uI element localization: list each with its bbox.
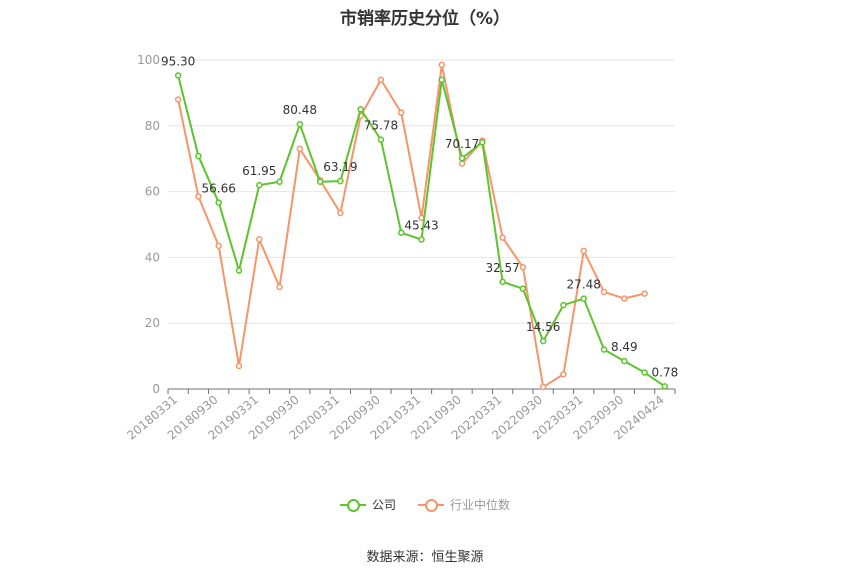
industry-point (195, 193, 202, 200)
data-label: 14.56 (526, 320, 560, 334)
industry-point (499, 234, 506, 241)
data-label: 32.57 (485, 261, 519, 275)
company-point (337, 177, 344, 185)
company-point (499, 278, 506, 286)
industry-point (256, 236, 263, 243)
chart-legend: 公司 行业中位数 (0, 496, 850, 513)
company-point (600, 346, 608, 353)
company-point (418, 236, 425, 243)
data-label: 56.66 (202, 182, 236, 196)
data-label: 27.48 (567, 278, 601, 292)
legend-item-industry[interactable]: 行业中位数 (418, 496, 510, 513)
industry-point (337, 209, 344, 217)
data-label: 63.19 (323, 160, 357, 174)
legend-industry-label: 行业中位数 (450, 498, 511, 512)
series-line-industry (177, 63, 645, 389)
company-point (661, 383, 669, 390)
industry-point (600, 288, 608, 296)
industry-point (458, 160, 466, 167)
data-label: 95.30 (161, 54, 195, 68)
company-point (519, 285, 527, 292)
industry-point (276, 283, 283, 291)
legend-company-label: 公司 (371, 498, 396, 512)
company-point (377, 136, 385, 143)
legend-industry-marker-icon (418, 498, 444, 512)
industry-point (621, 295, 628, 302)
company-point (539, 337, 547, 345)
industry-point (235, 362, 243, 370)
company-point (256, 181, 263, 189)
industry-point (438, 61, 446, 69)
company-point (357, 106, 364, 113)
company-point (438, 76, 446, 83)
data-label: 61.95 (242, 164, 276, 178)
company-point (174, 72, 182, 79)
y-tick-label: 60 (145, 185, 160, 199)
legend-item-company[interactable]: 公司 (339, 496, 396, 513)
y-tick-label: 100 (137, 53, 160, 67)
company-point (397, 229, 405, 236)
company-point (458, 154, 466, 162)
company-point (296, 120, 304, 128)
company-point (276, 178, 283, 185)
company-point (235, 267, 243, 274)
y-tick-label: 0 (152, 382, 160, 396)
data-label: 70.17 (445, 137, 479, 151)
legend-company-marker-icon (339, 498, 366, 512)
industry-point (397, 109, 405, 116)
industry-point (174, 96, 182, 103)
data-label: 0.78 (652, 365, 679, 379)
y-tick-label: 20 (145, 316, 160, 330)
y-tick-label: 40 (145, 250, 160, 264)
data-label: 45.43 (404, 219, 438, 233)
data-label: 80.48 (283, 103, 317, 117)
company-point (195, 152, 202, 160)
company-point (641, 369, 648, 376)
industry-point (560, 370, 567, 378)
industry-point (296, 145, 304, 153)
industry-point (539, 383, 547, 391)
company-point (479, 139, 486, 146)
data-source-note: 数据来源：恒生聚源 (366, 550, 484, 565)
data-label: 75.78 (364, 119, 398, 133)
company-point (580, 295, 587, 302)
company-point (621, 357, 628, 365)
company-point (316, 178, 324, 185)
industry-point (580, 247, 587, 255)
chart-title: 市销率历史分位（%） (339, 9, 511, 29)
y-tick-label: 80 (145, 119, 160, 133)
industry-point (519, 264, 527, 271)
data-label: 8.49 (611, 340, 638, 354)
industry-point (215, 242, 222, 250)
company-point (215, 199, 222, 206)
company-point (560, 301, 567, 309)
industry-point (377, 76, 385, 83)
industry-point (641, 290, 648, 297)
